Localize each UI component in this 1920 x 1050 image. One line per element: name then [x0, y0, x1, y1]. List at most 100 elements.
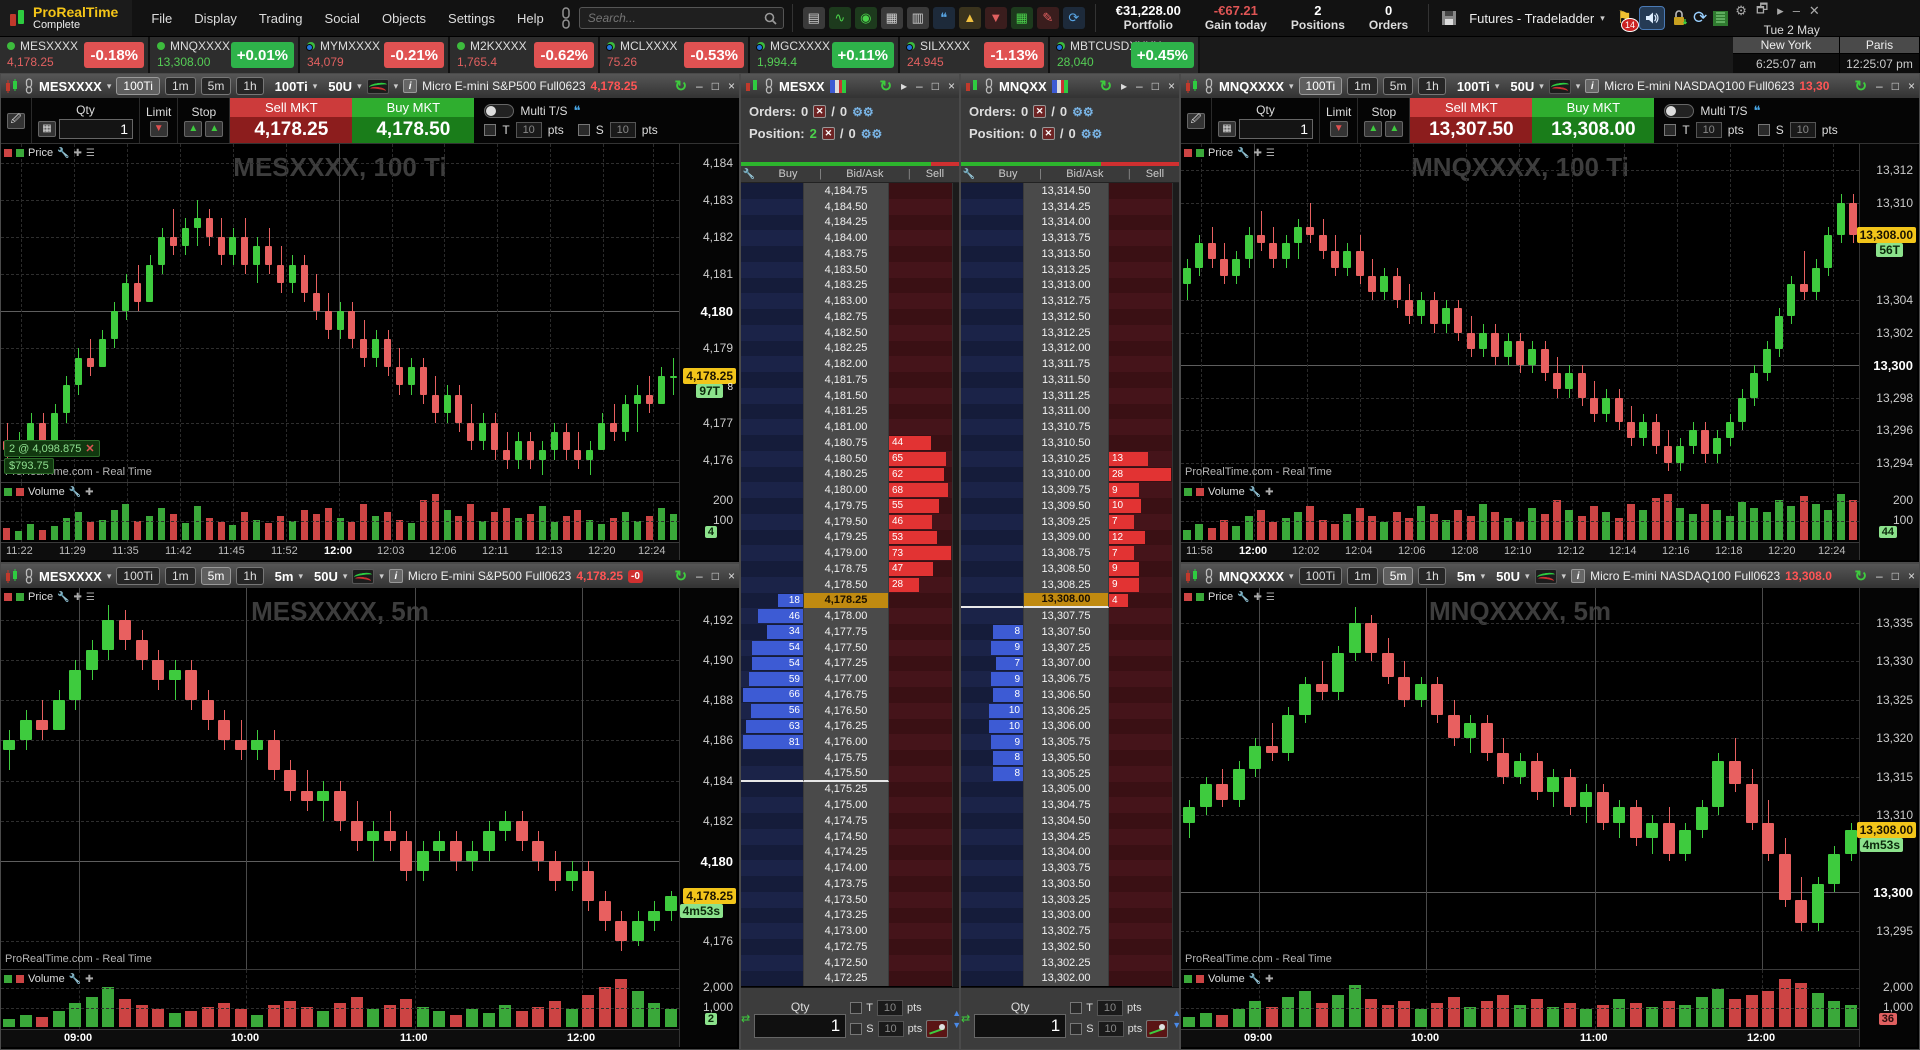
sound-icon[interactable]	[1639, 6, 1666, 30]
price-cell[interactable]: 13,306.50	[1023, 687, 1109, 703]
buy-cell[interactable]	[961, 403, 1023, 420]
ladder-row[interactable]: 13,309.75 9	[961, 482, 1179, 498]
ladder-row[interactable]: 13,309.00 12	[961, 529, 1179, 546]
refresh-icon[interactable]: ↻	[674, 77, 688, 95]
ticker-mclxxxx[interactable]: MCLXXXX 75.26 -0.53%	[600, 37, 750, 73]
ladder-row[interactable]: 4,174.00	[741, 860, 959, 876]
sell-cell[interactable]	[1109, 387, 1179, 404]
volume-pane[interactable]: Volume 🔧 ✚	[1181, 969, 1859, 1029]
sell-cell[interactable]	[889, 765, 959, 782]
menu-trading[interactable]: Trading	[258, 10, 303, 26]
buy-cell[interactable]	[961, 246, 1023, 262]
sell-cell[interactable]	[889, 923, 959, 939]
buy-cell[interactable]: 9	[961, 639, 1023, 656]
sell-cell[interactable]	[889, 876, 959, 892]
price-cell[interactable]: 4,176.25	[803, 718, 889, 735]
chart-region[interactable]: MNQXXXX, 100 Ti ProRealTime.com - Real Ti…	[1181, 144, 1917, 560]
buy-cell[interactable]: 63	[741, 718, 803, 735]
sell-cell[interactable]	[889, 655, 959, 672]
price-cell[interactable]: 4,172.25	[803, 970, 889, 987]
sell-cell[interactable]: 9	[1109, 576, 1179, 593]
ladder-row[interactable]: 34 4,177.75	[741, 624, 959, 640]
sell-cell[interactable]	[889, 372, 959, 388]
buy-cell[interactable]	[741, 293, 803, 309]
ladder-row[interactable]: 54 4,177.25	[741, 655, 959, 672]
sell-cell[interactable]	[889, 781, 959, 798]
sell-cell[interactable]	[889, 356, 959, 372]
sell-cell[interactable]	[889, 891, 959, 908]
price-cell[interactable]: 4,177.25	[803, 655, 889, 672]
ladder-row[interactable]: 13,312.00	[961, 340, 1179, 357]
ladder-row[interactable]: 13,314.00	[961, 214, 1179, 231]
price-cell[interactable]: 4,178.00	[803, 608, 889, 624]
ticker-mnqxxxx[interactable]: MNQXXXX 13,308.00 +0.01%	[150, 37, 300, 73]
sell-cell[interactable]	[1109, 277, 1179, 294]
add-icon[interactable]: ✚	[85, 973, 94, 985]
price-cell[interactable]: 13,310.75	[1023, 419, 1109, 435]
sell-cell[interactable]	[1109, 687, 1179, 703]
price-cell[interactable]: 13,306.25	[1023, 702, 1109, 719]
price-cell[interactable]: 13,307.50	[1023, 624, 1109, 640]
ladder-row[interactable]: 4,184.50	[741, 198, 959, 215]
ladder-row[interactable]: 13,303.50	[961, 876, 1179, 892]
sell-cell[interactable]	[1109, 970, 1179, 987]
sell-cell[interactable]: 65	[889, 450, 959, 467]
scroll-down-icon[interactable]: ▼	[952, 1019, 962, 1030]
price-cell[interactable]: 4,183.50	[803, 261, 889, 278]
price-axis[interactable]: 13,312 13,310 13,304 13,302 13,300 13,298 13,2…	[1856, 144, 1917, 560]
price-axis[interactable]: 4,192 4,190 4,188 4,186 4,184 4,182 4,180 4,176…	[679, 588, 737, 1047]
save-workspace-icon[interactable]	[1441, 10, 1457, 26]
buy-cell[interactable]: 54	[741, 639, 803, 656]
price-cell[interactable]: 13,304.00	[1023, 844, 1109, 861]
menu-file[interactable]: File	[151, 10, 173, 26]
buy-cell[interactable]	[961, 592, 1023, 609]
sell-cell[interactable]	[889, 403, 959, 420]
price-cell[interactable]: 13,308.75	[1023, 545, 1109, 561]
sell-cell[interactable]	[889, 230, 959, 246]
price-cell[interactable]: 13,305.25	[1023, 765, 1109, 782]
sell-market-button[interactable]: Sell MKT 4,178.25	[230, 98, 353, 143]
ladder-row[interactable]: 13,310.75	[961, 419, 1179, 435]
price-cell[interactable]: 13,303.25	[1023, 891, 1109, 908]
ladder-row[interactable]: 13,308.25 9	[961, 576, 1179, 593]
orders-summary[interactable]: 0 Orders	[1357, 3, 1420, 33]
chart-region[interactable]: MESXXXX, 5m ProRealTime.com - Real Time Pr…	[1, 588, 737, 1047]
buy-cell[interactable]	[741, 198, 803, 215]
buy-cell[interactable]	[741, 954, 803, 971]
price-cell[interactable]: 4,182.25	[803, 340, 889, 357]
buy-cell[interactable]	[741, 214, 803, 231]
panel-layout-icon[interactable]	[1051, 79, 1068, 93]
detach-icon[interactable]: 🗗	[1755, 0, 1769, 16]
position-tag[interactable]: $793.75	[4, 458, 54, 474]
buy-cell[interactable]	[961, 387, 1023, 404]
ladder-row[interactable]: 4,183.00	[741, 293, 959, 309]
sell-cell[interactable]	[889, 718, 959, 735]
ladder-row[interactable]: 13,307.75	[961, 608, 1179, 624]
timeframe-button-1m[interactable]: 1m	[1347, 567, 1378, 585]
buy-cell[interactable]: 8	[961, 687, 1023, 703]
order-settings-icon[interactable]: 🖉	[7, 112, 25, 129]
buy-cell[interactable]	[961, 356, 1023, 372]
ladder-row[interactable]: 4,174.50	[741, 828, 959, 845]
buy-market-button[interactable]: Buy MKT 13,308.00	[1532, 98, 1655, 143]
stop-limit-order-icon[interactable]: ▲	[1385, 120, 1404, 137]
sell-cell[interactable]	[889, 293, 959, 309]
price-cell[interactable]: 4,175.75	[803, 750, 889, 766]
ladder-row[interactable]: 13,311.75	[961, 356, 1179, 372]
price-cell[interactable]: 13,305.75	[1023, 734, 1109, 750]
center-ladder-icon[interactable]: ⇄	[741, 1013, 751, 1025]
sell-cell[interactable]	[1109, 356, 1179, 372]
t-pts-input[interactable]	[1096, 999, 1123, 1016]
sell-cell[interactable]	[1109, 435, 1179, 451]
t-checkbox[interactable]	[1070, 1001, 1083, 1014]
price-cell[interactable]: 4,182.00	[803, 356, 889, 372]
timeframe-current[interactable]: 100Ti	[274, 78, 308, 94]
chart-style-icon[interactable]	[352, 568, 375, 584]
price-cell[interactable]: 13,313.00	[1023, 277, 1109, 294]
link-icon[interactable]	[764, 78, 774, 94]
sell-cell[interactable]	[1109, 813, 1179, 829]
buy-cell[interactable]	[741, 860, 803, 876]
buy-cell[interactable]	[741, 545, 803, 561]
buy-cell[interactable]	[961, 781, 1023, 798]
close-position-icon[interactable]: ✕	[85, 443, 95, 455]
